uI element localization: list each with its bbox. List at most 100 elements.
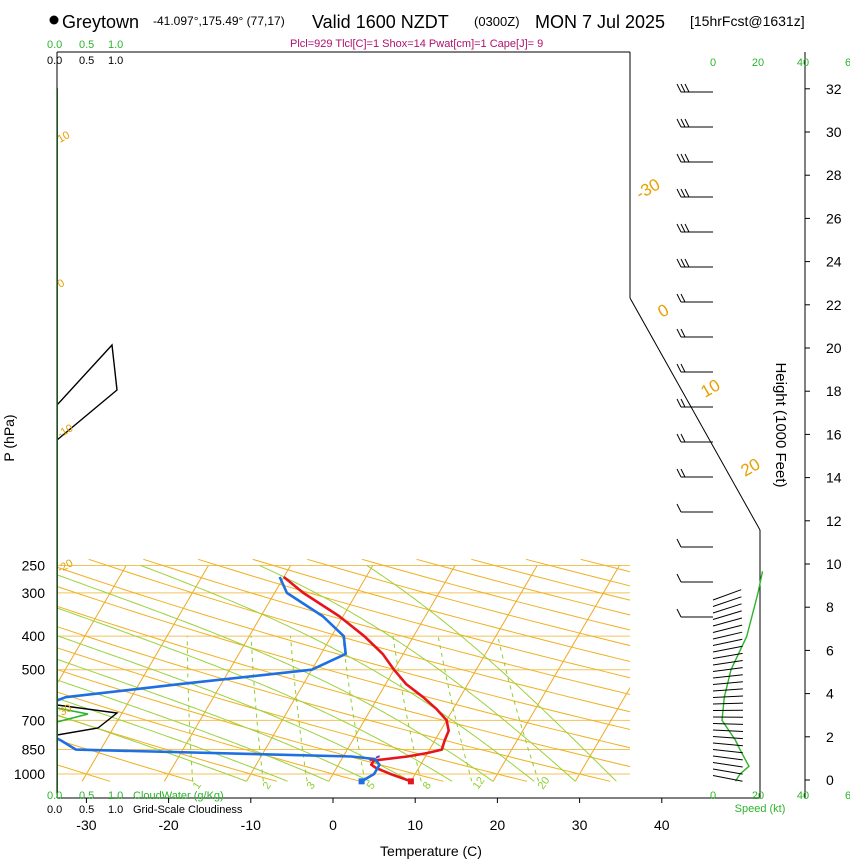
x-tick-label-40: 40 [654,817,670,833]
wind-barb-flag-4-0 [677,224,681,232]
height-label-24: 24 [826,254,842,270]
wind-barb-flag-1-2 [685,119,689,127]
station-dot-icon [50,16,59,25]
pressure-label-300: 300 [22,585,46,601]
wind-barb-flag-0-2 [685,84,689,92]
cloudiness-top-1: 1.0 [108,55,123,67]
dry-adiabat-label-5: 0 [655,300,673,321]
cloudwater-top-05: 0.5 [79,39,94,51]
wind-barb-low-19 [713,724,743,725]
speed-top-label-2: 40 [797,57,809,69]
wind-barb-low-16 [713,703,743,704]
wind-barb-flag-5-0 [677,259,681,267]
forecast-run: [15hrFcst@1631z] [690,13,805,29]
height-label-14: 14 [826,470,842,486]
wind-barb-low-26 [713,769,743,774]
wind-barb-flag-8-0 [677,364,681,372]
cloudiness-bottom-05: 0.5 [79,804,94,816]
wind-barb-flag-5-1 [681,259,685,267]
isotherm-30 [575,565,701,781]
wind-barb-flag-9-0 [677,399,681,407]
cloudiness-bottom-0: 0.0 [47,804,62,816]
wind-barb-low-8 [713,646,743,652]
wind-barb-flag-6-1 [681,294,685,302]
valid-time: Valid 1600 NZDT [312,12,449,32]
wind-barb-flag-5-2 [685,259,689,267]
wind-barb-flag-0-0 [677,84,681,92]
plot-profiles [34,88,449,798]
wind-barb-flag-11-0 [677,469,681,477]
pressure-label-850: 850 [22,742,46,758]
height-label-16: 16 [826,426,842,442]
cloudwater-top-0: 0.0 [47,39,62,51]
x-tick-label--30: -30 [76,817,96,833]
mixing-ratio-line-12 [438,636,472,781]
dry-adiabat-label-4: -30 [633,175,664,204]
pressure-label-400: 400 [22,628,46,644]
x-tick-label-30: 30 [572,817,588,833]
forecast-date: MON 7 Jul 2025 [535,12,665,32]
wind-barb-flag-8-1 [681,364,685,372]
height-label-18: 18 [826,383,842,399]
wind-barb-low-11 [713,668,743,672]
height-label-8: 8 [826,599,834,615]
speed-top-label-1: 20 [752,57,764,69]
height-label-28: 28 [826,167,842,183]
height-label-10: 10 [826,556,842,572]
wind-barb-flag-3-0 [677,189,681,197]
dewpoint-surface-marker [359,778,365,784]
height-label-6: 6 [826,642,834,658]
height-label-22: 22 [826,297,842,313]
cloudiness-label: Grid-Scale Cloudiness [133,804,243,816]
speed-axis-title: Speed (kt) [735,803,786,815]
wind-barb-low-14 [713,689,743,691]
x-axis-title: Temperature (C) [380,843,482,859]
wind-barb-flag-2-2 [685,154,689,162]
speed-top-label-3: 6 [845,57,850,69]
cloudwater-bottom-0: 0.0 [47,790,62,802]
x-tick-label-20: 20 [490,817,506,833]
speed-bottom-label-2: 40 [797,790,809,802]
isotherm--40 [0,565,126,781]
cloudwater-bottom-1: 1.0 [108,790,123,802]
wind-barb-flag-10-0 [677,434,681,442]
wind-barb-flag-7-0 [677,329,681,337]
mixing-ratio-label-5: 5 [365,780,378,792]
wind-barb-low-24 [713,756,743,760]
wind-panel [677,84,763,781]
isotherm-10 [411,565,537,781]
dry-adiabat-180 [690,559,850,781]
wind-barb-flag-2-0 [677,154,681,162]
wind-barb-flag-11-1 [681,469,685,477]
moist-adiabat-5 [0,565,370,781]
height-label-26: 26 [826,210,842,226]
mixing-ratio-label-3: 3 [305,780,318,792]
wind-barb-flag-1-1 [681,119,685,127]
speed-bottom-label-3: 6 [845,790,850,802]
wind-barb-low-15 [713,696,743,698]
height-label-20: 20 [826,340,842,356]
speed-bottom-label-1: 20 [752,790,764,802]
wind-barb-flag-9-1 [681,399,685,407]
wind-barb-flag-1-0 [677,119,681,127]
wind-barb-low-10 [713,661,743,666]
pressure-label-1000: 1000 [14,766,45,782]
wind-barb-flag-3-2 [685,189,689,197]
height-label-32: 32 [826,81,842,97]
cloudiness-top-05: 0.5 [79,55,94,67]
wind-barb-flag-7-1 [681,329,685,337]
mixing-ratio-label-2: 2 [261,780,274,792]
station-name: Greytown [62,12,139,32]
dry-adiabat-label-7: 20 [738,455,764,481]
wind-barb-low-5 [713,625,742,632]
height-label-2: 2 [826,729,834,745]
dry-adiabat-label-6: 10 [698,376,724,402]
height-label-30: 30 [826,124,842,140]
dry-adiabat-200 [799,559,850,781]
isotherm-40 [658,565,784,781]
wind-barb-flag-10-1 [681,434,685,442]
height-label-4: 4 [826,686,834,702]
cloudwater-label: CloudWater (g/Kg) [133,790,224,802]
